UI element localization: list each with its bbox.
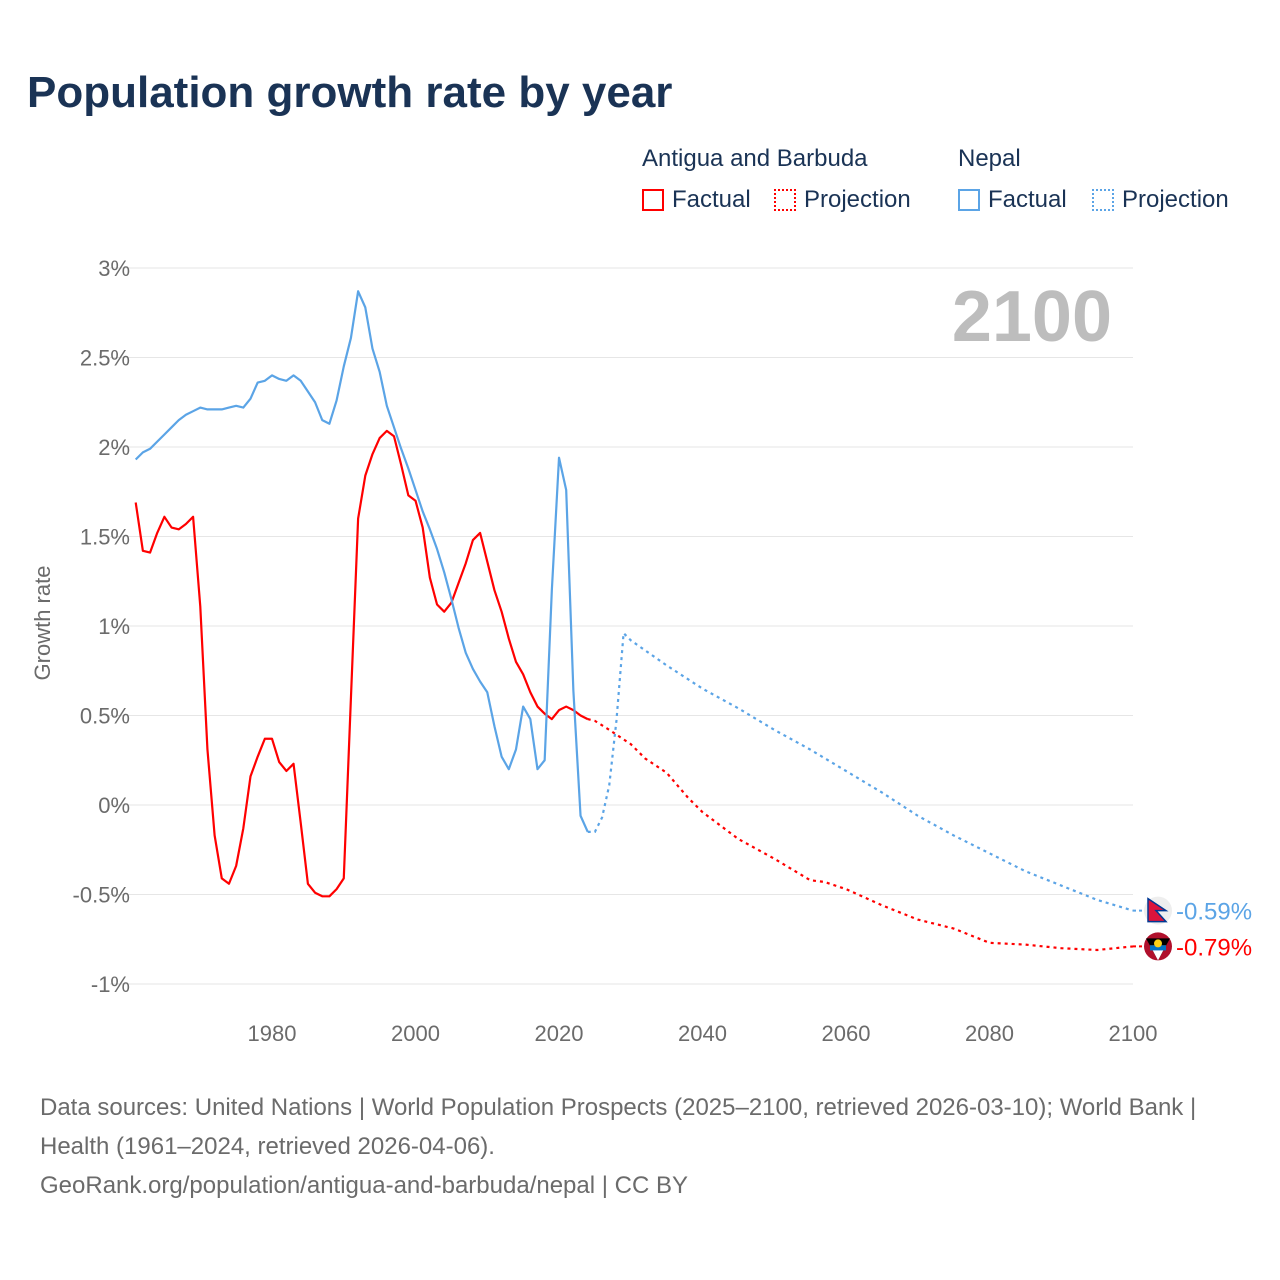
footer: Data sources: United Nations | World Pop… — [40, 1088, 1240, 1205]
x-tick-label: 2000 — [391, 1021, 440, 1046]
antigua-flag-icon — [1144, 932, 1172, 961]
legend-heading: Antigua and Barbuda — [642, 145, 868, 172]
dotted-swatch-icon — [1092, 189, 1114, 211]
current-year-label: 2100 — [951, 277, 1112, 357]
flag-shape — [1147, 897, 1169, 923]
legend-item-nepal-projection[interactable]: Projection — [1092, 186, 1229, 214]
legend-label: Factual — [988, 186, 1067, 213]
dotted-swatch-icon — [774, 189, 796, 211]
nepal-flag-icon — [1144, 896, 1172, 925]
end-value-label: -0.79% — [1176, 934, 1252, 961]
x-tick-label: 2040 — [678, 1021, 727, 1046]
source-url[interactable]: GeoRank.org/population/antigua-and-barbu… — [40, 1172, 688, 1199]
y-tick-label: 2.5% — [80, 346, 130, 371]
solid-swatch-icon — [958, 189, 980, 211]
y-tick-label: -1% — [91, 972, 130, 997]
y-tick-label: 3% — [98, 256, 130, 281]
legend-label: Projection — [804, 186, 911, 213]
legend-item-antigua-factual[interactable]: Factual — [642, 186, 751, 214]
x-tick-label: 1980 — [248, 1021, 297, 1046]
y-tick-label: -0.5% — [73, 883, 130, 908]
x-tick-label: 2020 — [535, 1021, 584, 1046]
legend-item-nepal-factual[interactable]: Factual — [958, 186, 1067, 214]
legend-label: Factual — [672, 186, 751, 213]
x-tick-label: 2080 — [965, 1021, 1014, 1046]
line-nepal-factual — [134, 290, 589, 833]
y-tick-label: 0% — [98, 793, 130, 818]
data-sources: Data sources: United Nations | World Pop… — [40, 1094, 1197, 1160]
y-axis-label: Growth rate — [30, 566, 55, 681]
line-antigua-projection — [587, 718, 1134, 952]
flag-shape — [1150, 945, 1166, 951]
legend-heading: Nepal — [958, 145, 1021, 172]
solid-swatch-icon — [642, 189, 664, 211]
x-tick-label: 2100 — [1109, 1021, 1158, 1046]
legend-item-antigua-projection[interactable]: Projection — [774, 186, 911, 214]
line-nepal-projection — [587, 630, 1134, 912]
line-antigua-factual — [134, 429, 589, 898]
chart-title: Population growth rate by year — [27, 68, 673, 117]
y-tick-label: 1.5% — [80, 525, 130, 550]
flag-sun — [1154, 939, 1162, 948]
y-tick-label: 1% — [98, 614, 130, 639]
x-tick-label: 2060 — [822, 1021, 871, 1046]
legend-label: Projection — [1122, 186, 1229, 213]
y-tick-label: 2% — [98, 435, 130, 460]
y-tick-label: 0.5% — [80, 704, 130, 729]
end-value-label: -0.59% — [1176, 899, 1252, 926]
